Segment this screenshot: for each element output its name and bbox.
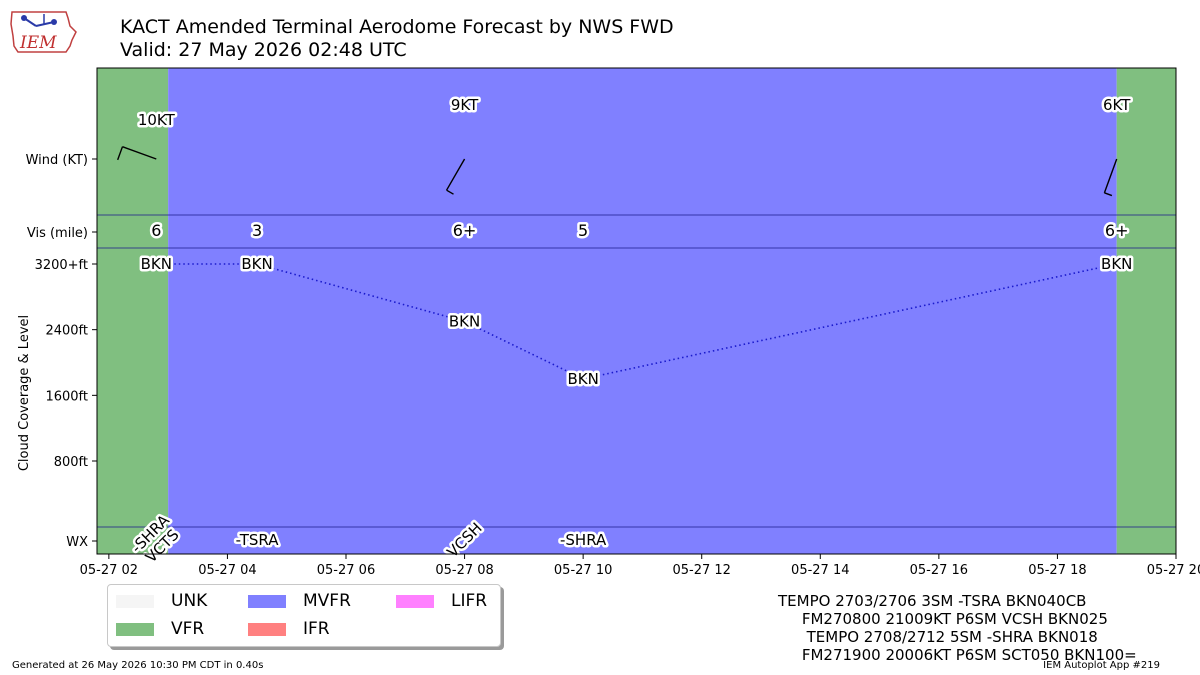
- x-tick-label: 05-27 12: [672, 563, 730, 578]
- legend-item-lifr: LIFR: [396, 591, 487, 611]
- wind-row-label: Wind (KT): [26, 153, 88, 168]
- visibility-label: 3: [252, 221, 262, 240]
- legend-swatch: [116, 594, 154, 608]
- taf-line: FM271900 20006KT P6SM SCT050 BKN100=: [778, 646, 1137, 664]
- iem-logo: IEM: [10, 11, 77, 53]
- visibility-label: 5: [578, 221, 588, 240]
- x-tick-label: 05-27 04: [198, 563, 256, 578]
- taf-text: TEMPO 2703/2706 3SM -TSRA BKN040CB FM270…: [778, 592, 1137, 664]
- x-tick-label: 05-27 18: [1028, 563, 1086, 578]
- wind-speed-label: 9KT: [451, 96, 479, 114]
- category-band-vfr: [1116, 68, 1176, 554]
- level-tick-label: 3200+ft: [35, 258, 88, 273]
- wind-barb-shaft: [122, 146, 157, 160]
- taf-line: FM270800 21009KT P6SM VCSH BKN025: [778, 610, 1108, 628]
- wind-barb-flag: [1104, 192, 1113, 197]
- vis-row-label: Vis (mile): [27, 226, 88, 241]
- x-tick-label: 05-27 06: [317, 563, 375, 578]
- x-tick-label: 05-27 16: [910, 563, 968, 578]
- weather-label: -SHRA: [560, 531, 607, 549]
- legend-label: VFR: [171, 619, 205, 639]
- x-tick-label: 05-27 08: [435, 563, 493, 578]
- visibility-label: 6+: [1105, 221, 1129, 240]
- x-tick-label: 05-27 14: [791, 563, 849, 578]
- cloud-level-series: [156, 263, 1117, 380]
- app-label: IEM Autoplot App #219: [1043, 660, 1160, 671]
- wind-barb-flag: [117, 146, 124, 161]
- cloud-coverage-label: BKN: [1101, 255, 1132, 273]
- legend: UNK MVFR LIFR VFR IFR: [107, 584, 501, 647]
- legend-item-unk: UNK: [116, 591, 207, 611]
- wind-barb-shaft: [1103, 158, 1118, 194]
- taf-line: TEMPO 2703/2706 3SM -TSRA BKN040CB: [778, 592, 1087, 610]
- wind-barbs: [117, 146, 1118, 197]
- flight-category-bands: [97, 68, 1176, 554]
- plot-frame: [96, 67, 1177, 555]
- chart-title: KACT Amended Terminal Aerodome Forecast …: [120, 16, 674, 38]
- category-band-vfr: [97, 68, 169, 554]
- level-tick-label: 800ft: [54, 455, 88, 470]
- legend-item-ifr: IFR: [248, 619, 330, 639]
- wind-speed-label: 6KT: [1103, 96, 1131, 114]
- y-axis-label: Cloud Coverage & Level: [17, 315, 32, 471]
- logo-text: IEM: [19, 33, 57, 53]
- legend-swatch: [248, 622, 286, 636]
- legend-label: MVFR: [303, 591, 351, 611]
- x-tick-label: 05-27 02: [80, 563, 138, 578]
- cloud-level-line: [156, 263, 1117, 380]
- legend-label: IFR: [303, 619, 330, 639]
- legend-swatch: [396, 594, 434, 608]
- weather-label: -TSRA: [236, 531, 280, 549]
- legend-swatch: [248, 594, 286, 608]
- taf-line: TEMPO 2708/2712 5SM -SHRA BKN018: [778, 628, 1098, 646]
- category-band-mvfr: [168, 68, 1117, 554]
- wind-barb-shaft: [445, 158, 466, 191]
- level-tick-label: 1600ft: [45, 389, 88, 404]
- visibility-label: 6+: [453, 221, 477, 240]
- visibility-label: 6: [151, 221, 161, 240]
- x-tick-label: 05-27 20: [1147, 563, 1200, 578]
- x-tick-label: 05-27 10: [554, 563, 612, 578]
- legend-item-vfr: VFR: [116, 619, 204, 639]
- wind-barb-flag: [446, 189, 454, 195]
- axes: 05-27 02 05-27 04 05-27 06 05-27 08 05-27 10…: [17, 67, 1200, 578]
- cloud-coverage-label: BKN: [141, 255, 172, 273]
- legend-swatch: [116, 622, 154, 636]
- cloud-coverage-label: BKN: [449, 312, 480, 330]
- wind-speed-label: 10KT: [138, 111, 176, 129]
- chart-valid-time: Valid: 27 May 2026 02:48 UTC: [120, 39, 407, 61]
- level-tick-label: 2400ft: [45, 324, 88, 339]
- legend-item-mvfr: MVFR: [248, 591, 351, 611]
- legend-label: UNK: [171, 591, 208, 611]
- wx-row-label: WX: [66, 535, 88, 550]
- legend-label: LIFR: [451, 591, 488, 611]
- cloud-coverage-label: BKN: [567, 370, 598, 388]
- generated-note: Generated at 26 May 2026 10:30 PM CDT in…: [12, 660, 264, 671]
- row-separators: [97, 214, 1176, 528]
- cloud-coverage-label: BKN: [241, 255, 272, 273]
